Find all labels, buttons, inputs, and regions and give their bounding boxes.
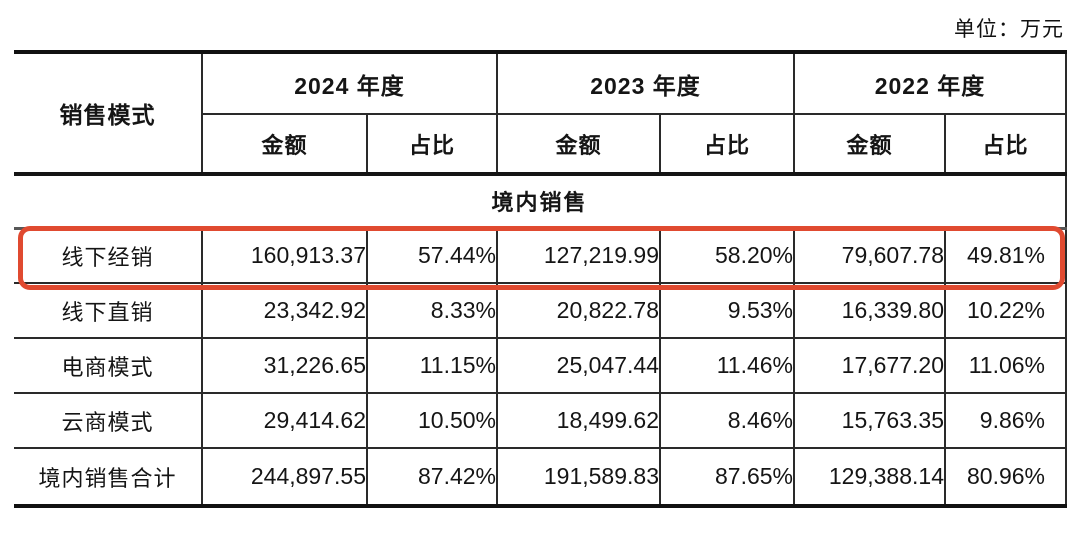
ratio-cell-2023: 9.53% — [659, 283, 794, 339]
ratio-cell-2023: 87.65% — [659, 448, 794, 508]
ratio-cell-2023: 8.46% — [659, 393, 794, 449]
row-label: 线下经销 — [14, 228, 202, 284]
ratio-cell-2022: 10.22% — [944, 283, 1067, 339]
table-row-offline-direct: 线下直销 23,342.92 8.33% 20,822.78 9.53% 16,… — [14, 283, 1067, 339]
year-header-2023: 2023 年度 — [496, 49, 794, 116]
amount-cell-2022: 79,607.78 — [793, 228, 945, 284]
sub-header-amount-2023: 金额 — [496, 114, 660, 176]
amount-cell-2022: 17,677.20 — [793, 338, 945, 394]
amount-cell-2023: 25,047.44 — [496, 338, 660, 394]
year-header-row: 销售模式 2024 年度 2023 年度 2022 年度 — [14, 49, 1067, 176]
sales-table: 销售模式 2024 年度 2023 年度 2022 年度 金额 占比 金额 占比… — [14, 49, 1067, 508]
row-label: 境内销售合计 — [14, 448, 202, 508]
amount-cell-2023: 20,822.78 — [496, 283, 660, 339]
amount-cell-2024: 31,226.65 — [201, 338, 367, 394]
amount-cell-2024: 244,897.55 — [201, 448, 367, 508]
ratio-cell-2024: 87.42% — [366, 448, 497, 508]
year-header-2024: 2024 年度 — [201, 49, 497, 116]
amount-cell-2022: 15,763.35 — [793, 393, 945, 449]
ratio-cell-2023: 58.20% — [659, 228, 794, 284]
ratio-cell-2024: 8.33% — [366, 283, 497, 339]
table-row-domestic-total: 境内销售合计 244,897.55 87.42% 191,589.83 87.6… — [14, 448, 1067, 508]
amount-cell-2022: 16,339.80 — [793, 283, 945, 339]
ratio-cell-2022: 11.06% — [944, 338, 1067, 394]
mode-column-header: 销售模式 — [14, 50, 202, 176]
section-header-row: 境内销售 — [14, 174, 1067, 230]
table-row-offline-distribution: 线下经销 160,913.37 57.44% 127,219.99 58.20%… — [14, 228, 1067, 284]
ratio-cell-2022: 49.81% — [944, 228, 1067, 284]
sales-table-wrap: 销售模式 2024 年度 2023 年度 2022 年度 金额 占比 金额 占比… — [14, 49, 1067, 508]
ratio-cell-2024: 10.50% — [366, 393, 497, 449]
sub-header-ratio-2024: 占比 — [366, 114, 497, 176]
amount-cell-2024: 23,342.92 — [201, 283, 367, 339]
amount-cell-2023: 127,219.99 — [496, 228, 660, 284]
year-header-2022: 2022 年度 — [793, 49, 1067, 116]
sub-header-ratio-2023: 占比 — [659, 114, 794, 176]
ratio-cell-2024: 11.15% — [366, 338, 497, 394]
ratio-cell-2022: 80.96% — [944, 448, 1067, 508]
row-label: 云商模式 — [14, 393, 202, 449]
table-row-ecommerce: 电商模式 31,226.65 11.15% 25,047.44 11.46% 1… — [14, 338, 1067, 394]
amount-cell-2023: 191,589.83 — [496, 448, 660, 508]
sub-header-amount-2024: 金额 — [201, 114, 367, 176]
sub-header-amount-2022: 金额 — [793, 114, 945, 176]
amount-cell-2022: 129,388.14 — [793, 448, 945, 508]
unit-label: 单位：万元 — [954, 17, 1064, 41]
ratio-cell-2024: 57.44% — [366, 228, 497, 284]
amount-cell-2023: 18,499.62 — [496, 393, 660, 449]
ratio-cell-2023: 11.46% — [659, 338, 794, 394]
amount-cell-2024: 160,913.37 — [201, 228, 367, 284]
section-header-domestic-sales: 境内销售 — [14, 174, 1067, 230]
sub-header-ratio-2022: 占比 — [944, 114, 1067, 176]
row-label: 线下直销 — [14, 283, 202, 339]
amount-cell-2024: 29,414.62 — [201, 393, 367, 449]
row-label: 电商模式 — [14, 338, 202, 394]
sub-header-row: 金额 占比 金额 占比 金额 占比 — [14, 114, 1067, 176]
ratio-cell-2022: 9.86% — [944, 393, 1067, 449]
table-row-cloud-commerce: 云商模式 29,414.62 10.50% 18,499.62 8.46% 15… — [14, 393, 1067, 449]
